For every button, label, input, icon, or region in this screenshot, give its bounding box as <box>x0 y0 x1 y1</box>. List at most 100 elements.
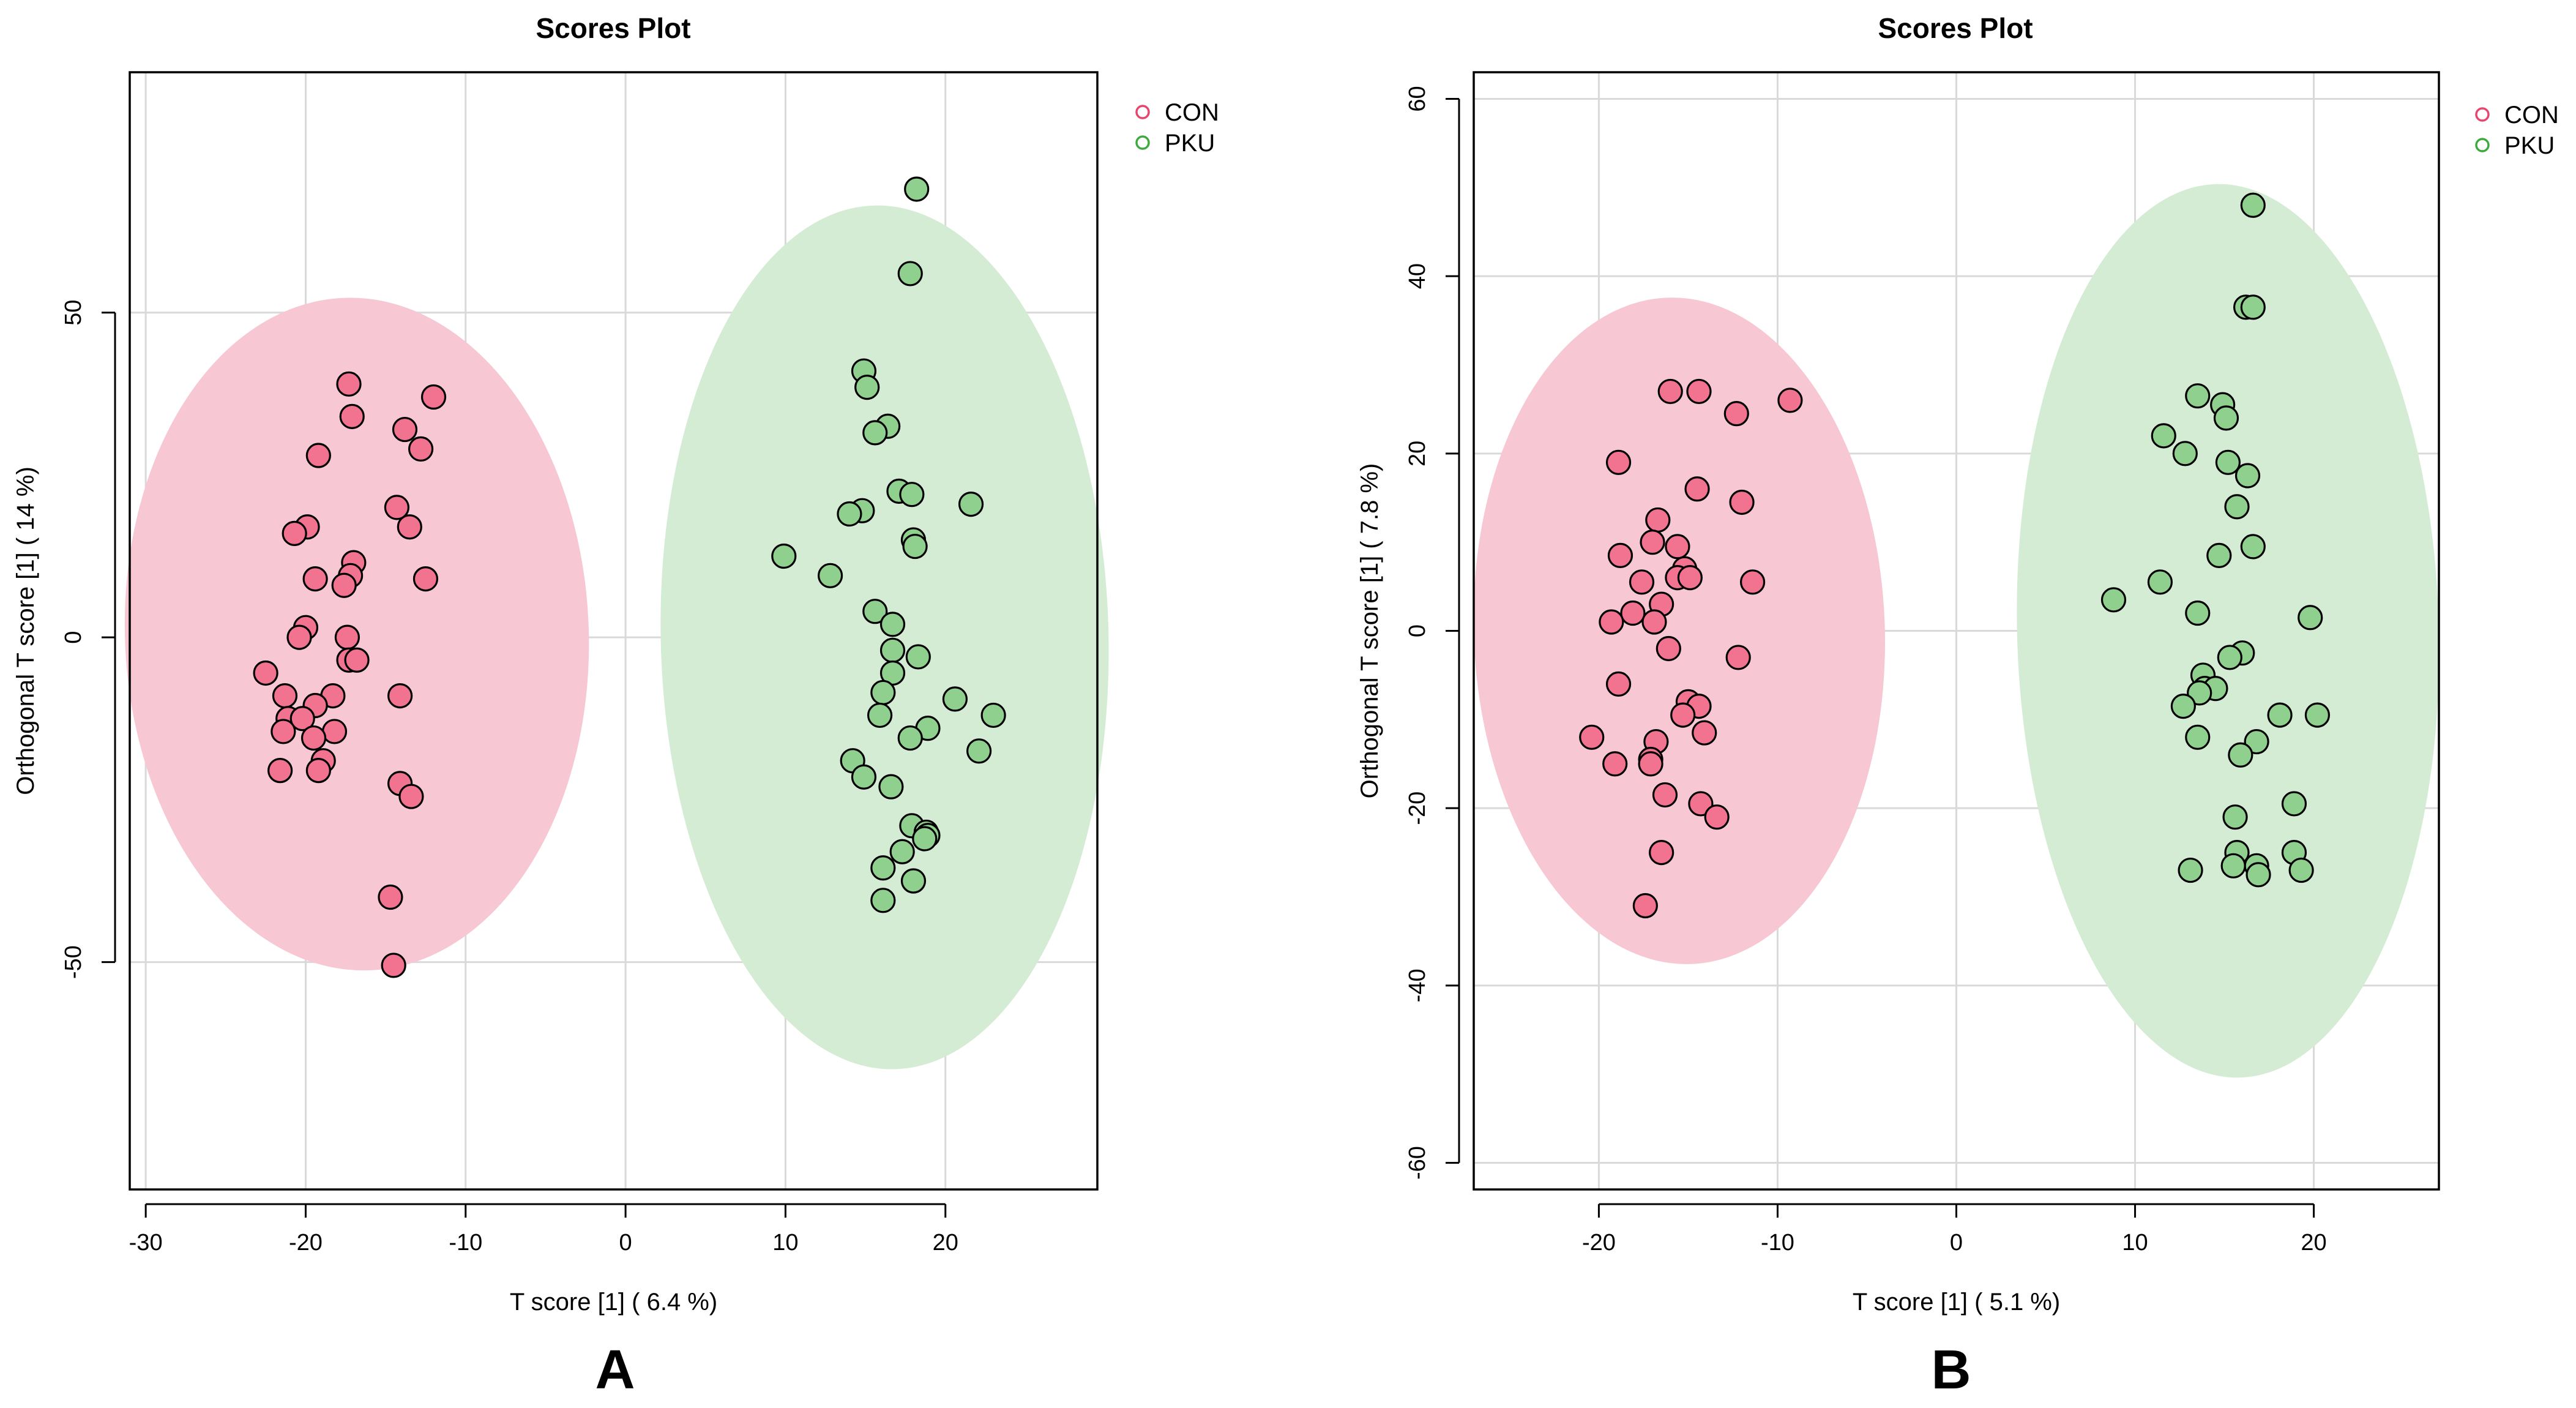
con-data-point <box>272 683 298 709</box>
con-data-point <box>339 403 365 429</box>
pku-data-point <box>2100 587 2127 613</box>
con-data-point <box>1607 542 1633 568</box>
pku-data-point <box>2244 728 2269 755</box>
panel-letter: B <box>1932 1339 1971 1401</box>
pku-data-point <box>862 599 888 624</box>
pku-data-point <box>2224 494 2250 520</box>
pku-data-point <box>870 680 896 705</box>
pku-confidence-ellipse <box>660 205 1109 1069</box>
pku-data-point <box>902 533 928 560</box>
con-data-point <box>1665 534 1690 560</box>
con-data-point <box>1638 751 1663 777</box>
y-axis-label: Orthogonal T score [1] ( 7.8 %) <box>1356 463 1383 799</box>
y-tick-label: 60 <box>1405 86 1430 111</box>
con-data-point <box>334 624 360 650</box>
con-data-point <box>305 443 331 468</box>
x-tick-label: 10 <box>772 1230 798 1256</box>
con-data-point <box>1602 751 1628 777</box>
pku-data-point <box>2206 542 2232 568</box>
con-data-point <box>1677 564 1703 591</box>
pku-data-point <box>899 482 925 507</box>
pku-data-point <box>862 420 888 446</box>
con-data-point <box>387 683 413 709</box>
pku-data-point <box>905 644 931 670</box>
pku-data-point <box>2185 600 2211 626</box>
con-data-point <box>1649 840 1674 866</box>
con-data-point <box>392 416 418 443</box>
pku-data-point <box>870 888 896 913</box>
pku-data-point <box>2240 294 2266 320</box>
pku-data-point <box>2228 742 2253 768</box>
con-data-point <box>1739 569 1766 595</box>
pku-data-point <box>2267 702 2293 728</box>
x-tick-label: -10 <box>449 1230 482 1256</box>
con-data-point <box>1692 720 1717 746</box>
pku-data-point <box>870 855 896 881</box>
con-data-point <box>1579 724 1605 750</box>
pku-data-point <box>904 176 930 202</box>
con-data-point <box>381 953 406 978</box>
con-data-point <box>1605 449 1632 475</box>
pku-data-point <box>2217 645 2242 670</box>
pku-data-point <box>2288 857 2314 883</box>
panel-letter: A <box>595 1339 635 1401</box>
con-data-point <box>282 520 307 546</box>
pku-data-point <box>889 839 915 864</box>
pku-data-point <box>966 738 992 764</box>
con-data-point <box>413 566 439 592</box>
pku-legend-label: PKU <box>2504 132 2555 159</box>
con-legend-label: CON <box>2504 102 2559 129</box>
x-tick-label: 20 <box>933 1230 958 1256</box>
con-data-point <box>378 884 403 910</box>
pku-data-point <box>2170 694 2196 719</box>
con-legend-label: CON <box>1165 99 1219 126</box>
con-data-point <box>1686 378 1712 405</box>
pku-data-point <box>2298 605 2323 631</box>
pku-data-point <box>2172 441 2198 466</box>
con-confidence-ellipse <box>1473 298 1886 964</box>
pku-confidence-ellipse <box>2017 184 2440 1078</box>
con-data-point <box>305 758 331 784</box>
y-tick-label: 20 <box>1405 441 1430 466</box>
con-data-point <box>302 566 328 592</box>
con-data-point <box>1641 609 1667 635</box>
pku-data-point <box>2185 724 2211 750</box>
pku-data-point <box>942 686 968 712</box>
con-data-point <box>253 660 278 686</box>
con-data-point <box>398 784 424 809</box>
legend: CON PKU <box>1135 99 1219 157</box>
x-axis-label: T score [1] ( 5.1 %) <box>1853 1289 2060 1316</box>
pku-data-point <box>867 702 893 728</box>
x-axis-label: T score [1] ( 6.4 %) <box>510 1289 717 1316</box>
pku-legend-label: PKU <box>1165 130 1215 157</box>
pku-data-point <box>2185 383 2211 409</box>
con-legend-marker <box>2475 107 2490 122</box>
pku-data-point <box>897 261 923 286</box>
con-data-point <box>1729 489 1755 515</box>
y-tick-label: 40 <box>1405 263 1430 289</box>
pku-data-point <box>2240 192 2266 218</box>
con-data-point <box>1656 635 1681 662</box>
x-tick-label: -10 <box>1761 1230 1794 1256</box>
con-data-point <box>1684 476 1710 502</box>
x-tick-label: 20 <box>2301 1230 2326 1256</box>
x-tick-label: 0 <box>1950 1230 1963 1256</box>
pku-data-point <box>2281 791 2307 817</box>
con-data-point <box>408 436 434 462</box>
con-data-point <box>1688 791 1714 817</box>
pku-data-point <box>2187 680 2212 706</box>
con-data-point <box>1640 530 1665 555</box>
pku-data-point <box>2215 449 2241 475</box>
x-tick-label: 10 <box>2122 1230 2148 1256</box>
con-data-point <box>1645 507 1671 533</box>
y-tick-label: 0 <box>1405 624 1430 637</box>
pku-data-point <box>2178 857 2203 883</box>
panel-b: -20 -10 0 10 20 -60 -40 -20 0 20 40 60 Scores Plot T … <box>1356 12 2559 1401</box>
y-tick-label: 50 <box>61 299 86 325</box>
con-data-point <box>1652 782 1678 808</box>
con-data-point <box>384 495 410 520</box>
pku-data-point <box>879 612 906 637</box>
con-data-point <box>1605 671 1632 697</box>
con-data-point <box>336 371 362 397</box>
